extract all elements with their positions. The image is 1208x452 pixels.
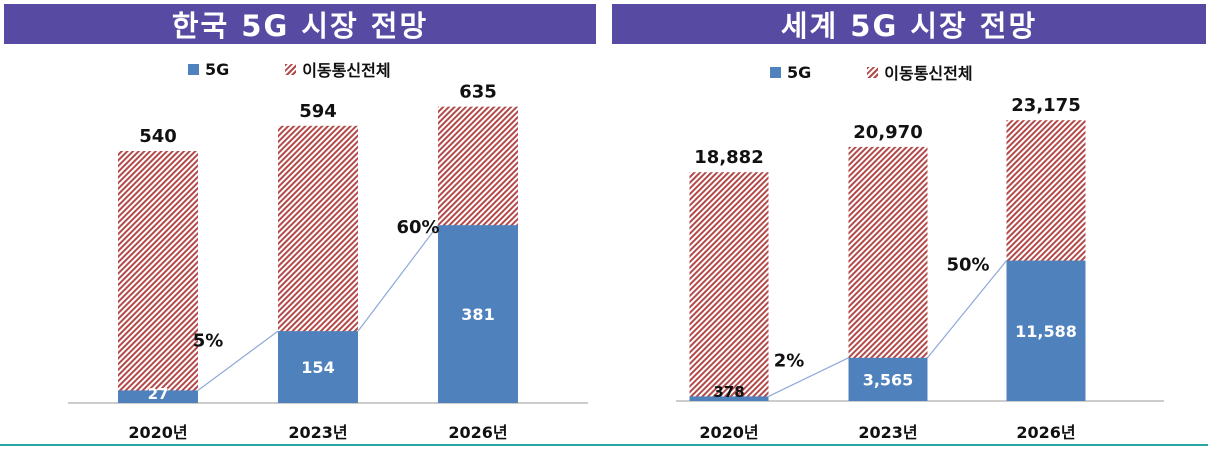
legend-swatch-5g xyxy=(770,66,781,78)
legend-swatch-5g xyxy=(188,63,199,75)
data-label-5g: 3,565 xyxy=(863,370,914,389)
trend-connector xyxy=(357,224,439,332)
bar-total xyxy=(118,151,198,403)
data-label-5g: 11,588 xyxy=(1015,322,1077,341)
bottom-rule xyxy=(0,444,1208,446)
bar-5g xyxy=(118,390,198,403)
data-label-total: 20,970 xyxy=(853,122,922,143)
category-label: 2020년 xyxy=(699,423,758,442)
trend-connector xyxy=(768,357,849,397)
trend-connector xyxy=(927,260,1007,359)
legend-item-5g: 5G xyxy=(188,60,229,79)
world-chart: 18,882 378 2020년 20,970 3,565 2023년 23,175 11,5… xyxy=(676,95,1164,442)
world-chart-title: 세계 5G 시장 전망 xyxy=(612,4,1206,44)
data-label-5g: 381 xyxy=(461,305,494,324)
data-label-total: 23,175 xyxy=(1011,95,1080,116)
world-legend: 5G 이동통신전체 xyxy=(770,61,1029,83)
legend-item-total: 이동통신전체 xyxy=(867,60,973,84)
share-label: 2% xyxy=(774,350,805,371)
korea-legend: 5G 이동통신전체 xyxy=(188,58,447,80)
bar-total xyxy=(689,172,769,401)
legend-label-total: 이동통신전체 xyxy=(884,64,973,83)
legend-item-5g: 5G xyxy=(770,63,811,82)
legend-label-total: 이동통신전체 xyxy=(302,61,391,80)
data-label-5g: 154 xyxy=(301,358,334,377)
bar-5g xyxy=(689,396,769,401)
legend-swatch-total xyxy=(285,63,297,75)
bar-5g xyxy=(1006,260,1086,401)
legend-item-total: 이동통신전체 xyxy=(285,57,391,81)
data-label-total: 635 xyxy=(459,82,497,103)
category-label: 2026년 xyxy=(448,423,507,442)
data-label-total: 594 xyxy=(299,101,337,122)
bar-5g xyxy=(278,331,358,403)
category-label: 2023년 xyxy=(288,423,347,442)
category-label: 2020년 xyxy=(128,423,187,442)
korea-chart-title: 한국 5G 시장 전망 xyxy=(4,4,596,44)
bar-5g xyxy=(438,225,518,403)
korea-chart: 540 27 2020년 594 154 2023년 635 381 2026년 5% 60% xyxy=(68,82,588,442)
data-label-total: 18,882 xyxy=(694,147,763,168)
share-label: 60% xyxy=(396,217,439,238)
trend-connector xyxy=(197,330,279,391)
legend-swatch-total xyxy=(867,66,879,78)
share-label: 50% xyxy=(946,255,989,276)
bar-5g xyxy=(848,357,928,401)
share-label: 5% xyxy=(193,330,224,351)
data-label-5g: 27 xyxy=(148,385,169,403)
legend-label-5g: 5G xyxy=(205,59,230,79)
legend-label-5g: 5G xyxy=(787,62,812,82)
category-label: 2026년 xyxy=(1016,423,1075,442)
data-label-5g: 378 xyxy=(713,383,744,401)
data-label-total: 540 xyxy=(139,126,177,147)
category-label: 2023년 xyxy=(858,423,917,442)
